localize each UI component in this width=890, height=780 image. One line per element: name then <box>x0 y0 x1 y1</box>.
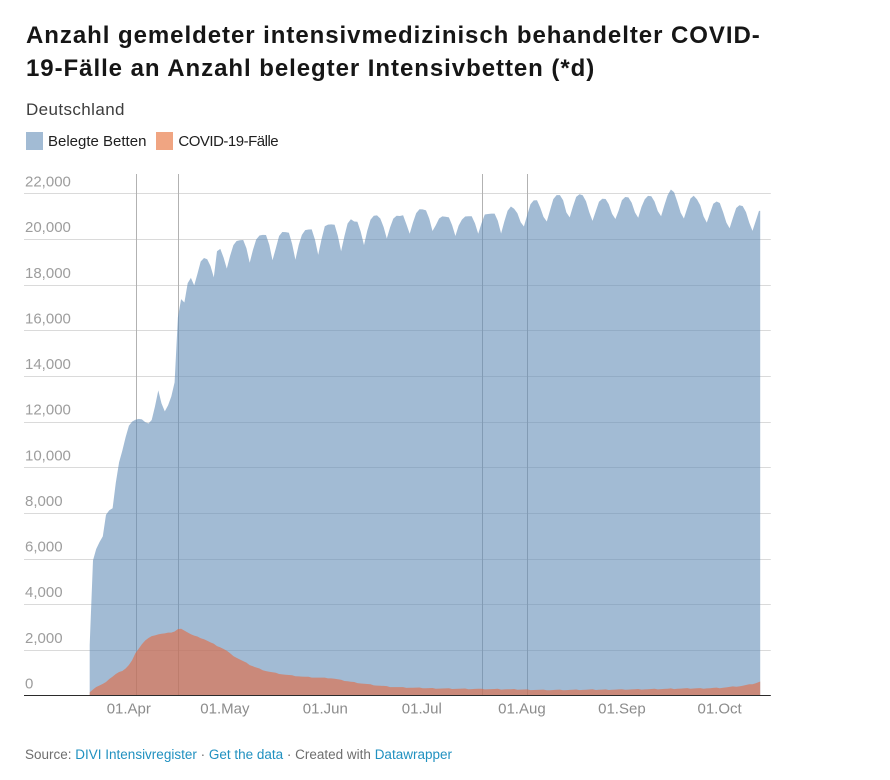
svg-text:0: 0 <box>25 676 33 693</box>
svg-text:01.May: 01.May <box>200 701 250 718</box>
svg-text:22,000: 22,000 <box>25 174 71 191</box>
svg-text:16,000: 16,000 <box>25 310 71 327</box>
svg-text:14,000: 14,000 <box>25 356 71 373</box>
svg-text:01.Aug: 01.Aug <box>498 701 546 718</box>
svg-text:01.Oct: 01.Oct <box>698 701 743 718</box>
svg-text:4,000: 4,000 <box>25 584 63 601</box>
svg-text:01.Apr: 01.Apr <box>107 701 151 718</box>
svg-text:01.Sep: 01.Sep <box>598 701 646 718</box>
svg-text:01.Jun: 01.Jun <box>303 701 348 718</box>
svg-text:10,000: 10,000 <box>25 447 71 464</box>
svg-text:6,000: 6,000 <box>25 539 63 556</box>
svg-text:20,000: 20,000 <box>25 219 71 236</box>
svg-text:01.Jul: 01.Jul <box>402 701 442 718</box>
svg-text:2,000: 2,000 <box>25 630 63 647</box>
svg-text:12,000: 12,000 <box>25 402 71 419</box>
svg-text:8,000: 8,000 <box>25 493 63 510</box>
svg-text:18,000: 18,000 <box>25 265 71 282</box>
